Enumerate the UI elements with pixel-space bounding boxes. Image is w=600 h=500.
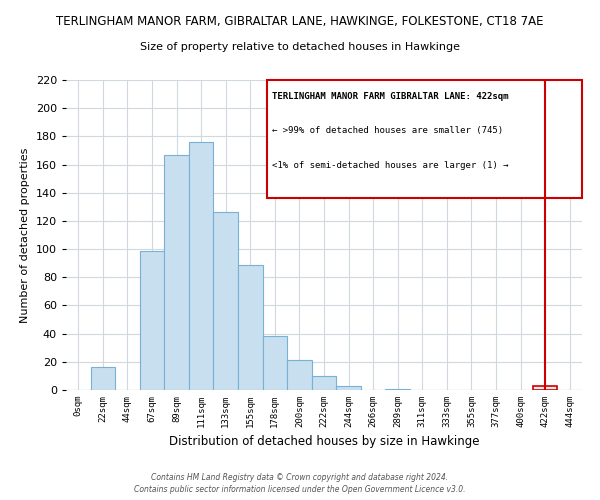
Bar <box>91 368 115 390</box>
Text: Contains public sector information licensed under the Open Government Licence v3: Contains public sector information licen… <box>134 485 466 494</box>
Text: TERLINGHAM MANOR FARM, GIBRALTAR LANE, HAWKINGE, FOLKESTONE, CT18 7AE: TERLINGHAM MANOR FARM, GIBRALTAR LANE, H… <box>56 15 544 28</box>
Bar <box>214 212 238 390</box>
FancyBboxPatch shape <box>267 80 582 198</box>
Bar <box>263 336 287 390</box>
Bar <box>533 386 557 390</box>
Bar <box>287 360 312 390</box>
Bar <box>238 264 263 390</box>
Bar <box>336 386 361 390</box>
X-axis label: Distribution of detached houses by size in Hawkinge: Distribution of detached houses by size … <box>169 436 479 448</box>
Text: <1% of semi-detached houses are larger (1) →: <1% of semi-detached houses are larger (… <box>272 160 509 170</box>
Bar <box>164 154 189 390</box>
Text: TERLINGHAM MANOR FARM GIBRALTAR LANE: 422sqm: TERLINGHAM MANOR FARM GIBRALTAR LANE: 42… <box>272 92 509 102</box>
Bar <box>385 388 410 390</box>
Text: Contains HM Land Registry data © Crown copyright and database right 2024.: Contains HM Land Registry data © Crown c… <box>151 472 449 482</box>
Bar <box>140 250 164 390</box>
Text: Size of property relative to detached houses in Hawkinge: Size of property relative to detached ho… <box>140 42 460 52</box>
Bar <box>312 376 336 390</box>
Y-axis label: Number of detached properties: Number of detached properties <box>20 148 30 322</box>
Text: ← >99% of detached houses are smaller (745): ← >99% of detached houses are smaller (7… <box>272 126 503 136</box>
Bar <box>189 142 214 390</box>
